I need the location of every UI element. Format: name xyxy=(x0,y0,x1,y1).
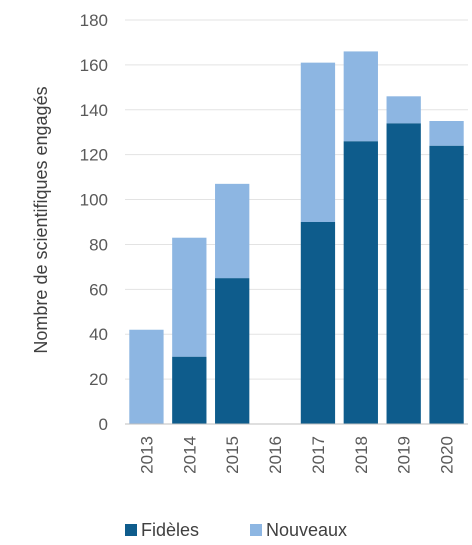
x-tick-label: 2017 xyxy=(309,436,328,474)
y-tick-label: 160 xyxy=(80,56,108,75)
y-tick-label: 120 xyxy=(80,146,108,165)
y-axis-label: Nombre de scientifiques engagés xyxy=(31,86,51,353)
y-tick-label: 0 xyxy=(99,415,108,434)
x-tick-label: 2016 xyxy=(266,436,285,474)
bar-nouveaux-2015 xyxy=(215,183,250,279)
y-tick-label: 40 xyxy=(89,325,108,344)
y-tick-label: 100 xyxy=(80,191,108,210)
x-tick-label: 2015 xyxy=(223,436,242,474)
legend-swatch-fideles xyxy=(125,524,137,536)
x-tick-label: 2014 xyxy=(180,436,199,474)
y-tick-label: 140 xyxy=(80,101,108,120)
bar-nouveaux-2014 xyxy=(172,237,207,357)
legend: Fidèles Nouveaux xyxy=(125,520,347,540)
bar-fideles-2017 xyxy=(300,222,336,424)
bars xyxy=(129,51,464,424)
bar-nouveaux-2019 xyxy=(386,96,421,124)
y-tick-label: 60 xyxy=(89,280,108,299)
legend-swatch-nouveaux xyxy=(250,524,262,536)
x-tick-label: 2019 xyxy=(395,436,414,474)
y-tick-label: 80 xyxy=(89,235,108,254)
bar-nouveaux-2017 xyxy=(300,62,336,223)
bar-nouveaux-2018 xyxy=(343,51,378,142)
bar-fideles-2015 xyxy=(215,278,250,424)
legend-label-fideles: Fidèles xyxy=(141,520,199,540)
bar-fideles-2020 xyxy=(429,145,464,424)
x-tick-labels: 2013 2014 2015 2016 2017 2018 2019 2020 xyxy=(137,436,456,474)
bar-nouveaux-2020 xyxy=(429,121,464,146)
bar-fideles-2019 xyxy=(386,123,421,424)
y-tick-label: 180 xyxy=(80,11,108,30)
x-tick-label: 2020 xyxy=(438,436,457,474)
bar-fideles-2018 xyxy=(343,141,378,424)
x-tick-label: 2018 xyxy=(352,436,371,474)
legend-label-nouveaux: Nouveaux xyxy=(266,520,347,540)
y-tick-label: 20 xyxy=(89,370,108,389)
bar-nouveaux-2013 xyxy=(129,329,164,424)
y-tick-labels: 0 20 40 60 80 100 120 140 160 180 xyxy=(80,11,108,434)
x-tick-label: 2013 xyxy=(137,436,156,474)
bar-fideles-2014 xyxy=(172,356,207,424)
